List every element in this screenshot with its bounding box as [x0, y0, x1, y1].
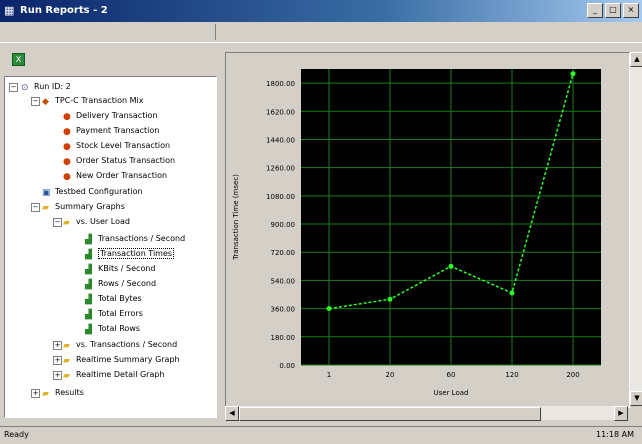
graph-icon: ▟	[85, 295, 92, 305]
tree-item-tx-mix[interactable]: ◆ TPC-C Transaction Mix	[42, 96, 144, 107]
tree-item-new-order[interactable]: ● New Order Transaction	[63, 171, 168, 182]
x-tick-label: 60	[447, 371, 456, 379]
menu-bar	[0, 22, 642, 43]
tree-item-realtime-detail[interactable]: ▰ Realtime Detail Graph	[63, 370, 165, 381]
y-tick-label: 1260.00	[266, 165, 295, 173]
tree-item-total-bytes[interactable]: ▟ Total Bytes	[85, 294, 142, 305]
expand-toggle[interactable]: +	[31, 389, 40, 398]
data-point	[387, 296, 393, 302]
tree-item-transaction-times[interactable]: ▟ Transaction Times	[85, 248, 175, 260]
run-icon: ⊙	[21, 83, 29, 93]
graph-icon: ▟	[85, 325, 92, 335]
tree-item-stock-level[interactable]: ● Stock Level Transaction	[63, 141, 171, 152]
data-point	[448, 263, 454, 269]
window-title: Run Reports - 2	[20, 5, 108, 16]
tree-item-run[interactable]: ⊙ Run ID: 2	[21, 82, 71, 93]
y-tick-label: 720.00	[271, 249, 296, 257]
x-tick-label: 200	[566, 371, 579, 379]
data-point	[570, 71, 576, 77]
tree-item-order-status[interactable]: ● Order Status Transaction	[63, 156, 176, 167]
report-tree[interactable]: − ⊙ Run ID: 2 − ◆ TPC-C Transaction Mix ● D…	[4, 76, 217, 418]
minimize-button[interactable]: _	[587, 3, 603, 18]
collapse-toggle[interactable]: −	[9, 83, 18, 92]
expand-toggle[interactable]: +	[53, 356, 62, 365]
graph-icon: ▟	[85, 250, 92, 260]
x-tick-label: 1	[327, 371, 331, 379]
x-axis-label: User Load	[434, 389, 469, 397]
transaction-icon: ●	[63, 142, 71, 152]
tree-item-payment[interactable]: ● Payment Transaction	[63, 126, 160, 137]
collapse-toggle[interactable]: −	[31, 97, 40, 106]
tree-item-rows[interactable]: ▟ Rows / Second	[85, 279, 157, 290]
y-tick-label: 1800.00	[266, 80, 295, 88]
toolbar-divider	[215, 24, 216, 40]
folder-icon: ▰	[42, 203, 49, 213]
y-tick-label: 1440.00	[266, 136, 295, 144]
transaction-icon: ●	[63, 112, 71, 122]
tree-item-total-errors[interactable]: ▟ Total Errors	[85, 309, 143, 320]
scroll-right-button[interactable]: ▶	[614, 406, 628, 421]
tree-item-vs-user-load[interactable]: ▰ vs. User Load	[63, 217, 130, 228]
tree-item-summary-graphs[interactable]: ▰ Summary Graphs	[42, 202, 125, 213]
transaction-time-chart: 0.00 180.00 360.00 540.00 720.00 900.00 1080.0…	[232, 69, 601, 397]
y-tick-label: 1080.00	[266, 193, 295, 201]
graph-icon: ▟	[85, 280, 92, 290]
graph-icon: ▟	[85, 265, 92, 275]
y-tick-label: 900.00	[271, 221, 296, 229]
scroll-thumb[interactable]	[239, 407, 541, 421]
graph-icon: ▟	[85, 235, 92, 245]
scroll-left-button[interactable]: ◀	[225, 406, 239, 421]
tree-item-kbits[interactable]: ▟ KBits / Second	[85, 264, 156, 275]
y-axis-label: Transaction Time (msec)	[232, 174, 240, 261]
folder-icon: ▰	[63, 341, 70, 351]
status-text: Ready	[4, 430, 29, 439]
folder-icon: ▰	[63, 356, 70, 366]
tree-item-testbed[interactable]: ▣ Testbed Configuration	[42, 187, 143, 198]
tree-item-tps[interactable]: ▟ Transactions / Second	[85, 234, 186, 245]
config-icon: ▣	[42, 188, 51, 198]
tree-item-vs-tps[interactable]: ▰ vs. Transactions / Second	[63, 340, 178, 351]
status-bar: Ready 11:18 AM	[0, 426, 642, 444]
collapse-toggle[interactable]: −	[31, 203, 40, 212]
transaction-icon: ●	[63, 157, 71, 167]
excel-export-icon[interactable]: X	[12, 53, 25, 66]
title-bar[interactable]: ▦ Run Reports - 2 _ □ ×	[0, 0, 642, 22]
folder-icon: ▰	[63, 218, 70, 228]
y-tick-label: 360.00	[271, 306, 296, 314]
tree-item-realtime-summary[interactable]: ▰ Realtime Summary Graph	[63, 355, 180, 366]
status-time: 11:18 AM	[596, 430, 634, 439]
expand-toggle[interactable]: +	[53, 371, 62, 380]
scroll-up-button[interactable]: ▲	[630, 52, 642, 67]
tree-item-total-rows[interactable]: ▟ Total Rows	[85, 324, 141, 335]
scroll-down-button[interactable]: ▼	[630, 391, 642, 406]
folder-icon: ▰	[42, 389, 49, 399]
graph-icon: ▟	[85, 310, 92, 320]
y-tick-label: 1620.00	[266, 108, 295, 116]
horizontal-scrollbar[interactable]: ◀ ▶	[225, 406, 628, 421]
close-button[interactable]: ×	[623, 3, 639, 18]
maximize-button[interactable]: □	[605, 3, 621, 18]
tree-item-results[interactable]: ▰ Results	[42, 388, 84, 399]
expand-toggle[interactable]: +	[53, 341, 62, 350]
vertical-scrollbar[interactable]: ▲ ▼	[630, 52, 642, 406]
tree-item-delivery[interactable]: ● Delivery Transaction	[63, 111, 158, 122]
folder-icon: ▰	[63, 371, 70, 381]
tree-toolbar: X	[4, 46, 215, 72]
data-point	[326, 306, 332, 312]
app-icon: ▦	[4, 4, 15, 17]
y-tick-label: 180.00	[271, 334, 296, 342]
x-tick-label: 20	[386, 371, 395, 379]
transaction-icon: ●	[63, 172, 71, 182]
collapse-toggle[interactable]: −	[53, 218, 62, 227]
x-tick-label: 120	[505, 371, 518, 379]
mix-icon: ◆	[42, 97, 49, 107]
data-point	[509, 290, 515, 296]
y-tick-label: 540.00	[271, 277, 296, 285]
y-tick-label: 0.00	[279, 362, 295, 370]
transaction-icon: ●	[63, 127, 71, 137]
chart-panel: 0.00 180.00 360.00 540.00 720.00 900.00 1080.0…	[225, 52, 630, 408]
